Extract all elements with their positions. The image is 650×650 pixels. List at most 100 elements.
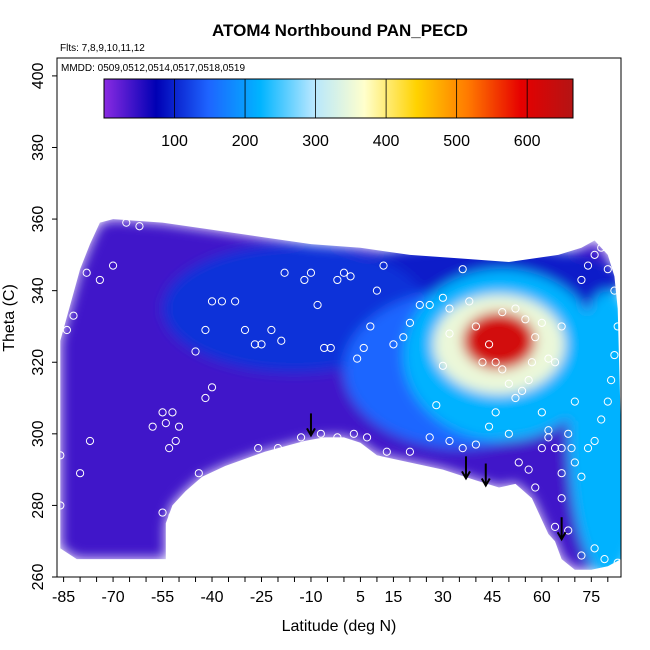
data-point xyxy=(280,268,289,277)
x-tick-label: 15 xyxy=(385,589,403,606)
data-point xyxy=(82,268,91,277)
x-tick-label: -85 xyxy=(52,589,75,606)
x-tick-label: -40 xyxy=(200,589,223,606)
dates-note: MMDD: 0509,0512,0514,0517,0518,0519 xyxy=(61,63,245,74)
data-point xyxy=(366,322,375,331)
data-point xyxy=(148,422,157,431)
x-tick-label: 5 xyxy=(356,589,365,606)
flights-note: Flts: 7,8,9,10,11,12 xyxy=(60,43,145,54)
data-point xyxy=(458,265,467,274)
data-point xyxy=(85,436,95,446)
x-tick-label: -10 xyxy=(299,589,322,606)
data-point xyxy=(517,386,527,395)
data-point xyxy=(613,322,621,331)
data-point xyxy=(300,275,309,285)
colorbar-tick-label: 200 xyxy=(232,133,259,150)
data-point xyxy=(135,222,144,231)
data-point xyxy=(570,458,579,467)
data-point xyxy=(250,340,259,349)
data-point xyxy=(405,447,415,456)
data-point xyxy=(603,265,612,274)
data-point xyxy=(514,458,523,467)
data-point xyxy=(201,393,210,403)
y-axis-label: Theta (C) xyxy=(1,284,18,352)
plot-frame xyxy=(56,57,622,578)
data-point xyxy=(550,358,560,367)
data-point xyxy=(69,311,78,320)
data-point xyxy=(577,472,586,481)
colorbar-tick-label: 600 xyxy=(514,133,541,150)
data-point xyxy=(498,308,507,317)
y-axis: 260 280 300 320 340 360 380 400 xyxy=(30,62,57,590)
data-point xyxy=(240,325,250,335)
data-point xyxy=(372,286,382,295)
data-point xyxy=(57,501,65,510)
x-tick-label: -55 xyxy=(151,589,174,606)
data-point xyxy=(537,318,546,327)
data-point xyxy=(254,444,263,453)
data-point xyxy=(511,393,520,403)
data-point xyxy=(524,465,533,474)
colorbar-gradient xyxy=(103,78,574,119)
data-point xyxy=(165,444,174,453)
data-point xyxy=(171,436,180,446)
data-point xyxy=(590,544,599,553)
data-point xyxy=(511,304,520,313)
data-point xyxy=(597,415,606,424)
data-point xyxy=(191,347,200,356)
data-point xyxy=(524,376,533,385)
data-point xyxy=(445,304,454,313)
data-point xyxy=(362,433,372,442)
field-region xyxy=(568,290,621,570)
data-point xyxy=(75,469,85,478)
data-point xyxy=(257,340,266,349)
flight-arrow-head xyxy=(306,427,316,438)
data-point xyxy=(590,250,599,259)
data-point xyxy=(425,300,434,310)
data-point xyxy=(158,508,167,517)
data-point xyxy=(415,300,424,310)
data-point xyxy=(484,340,494,349)
data-point xyxy=(590,436,599,446)
data-point xyxy=(445,436,454,446)
colorbar-tick-label: 500 xyxy=(443,133,470,150)
data-point xyxy=(537,408,546,417)
data-point xyxy=(339,268,349,277)
data-point xyxy=(610,350,619,360)
data-point xyxy=(597,243,606,252)
data-point xyxy=(557,322,566,331)
data-point xyxy=(399,333,408,342)
data-point xyxy=(537,444,546,453)
data-point xyxy=(231,297,240,306)
data-point xyxy=(316,429,325,438)
data-point xyxy=(158,408,167,417)
data-point xyxy=(610,286,619,295)
data-point xyxy=(438,293,447,302)
data-point xyxy=(379,261,388,270)
chart-title: ATOM4 Northbound PAN_PECD xyxy=(212,21,468,40)
data-point xyxy=(349,429,358,438)
data-point xyxy=(471,440,480,449)
data-point xyxy=(432,401,441,410)
data-point xyxy=(465,297,474,306)
colorbar-tick-label: 300 xyxy=(302,133,329,150)
colorbar-ticks: 100 200 300 400 500 600 xyxy=(161,79,541,150)
data-point xyxy=(491,358,500,367)
x-tick-label: 60 xyxy=(533,589,551,606)
data-point xyxy=(607,376,616,385)
flight-arrows xyxy=(306,413,567,542)
data-point xyxy=(273,444,283,453)
colorbar-tick-label: 100 xyxy=(161,133,188,150)
x-axis-label: Latitude (deg N) xyxy=(282,618,397,635)
flight-arrow-head xyxy=(480,478,491,488)
data-point xyxy=(471,322,480,331)
data-point xyxy=(320,343,329,353)
data-point xyxy=(577,551,586,560)
y-tick-label: 340 xyxy=(30,277,47,304)
data-point xyxy=(353,354,362,363)
data-point xyxy=(95,275,104,285)
data-point xyxy=(168,408,177,417)
data-point xyxy=(346,272,355,281)
data-point xyxy=(359,343,368,353)
